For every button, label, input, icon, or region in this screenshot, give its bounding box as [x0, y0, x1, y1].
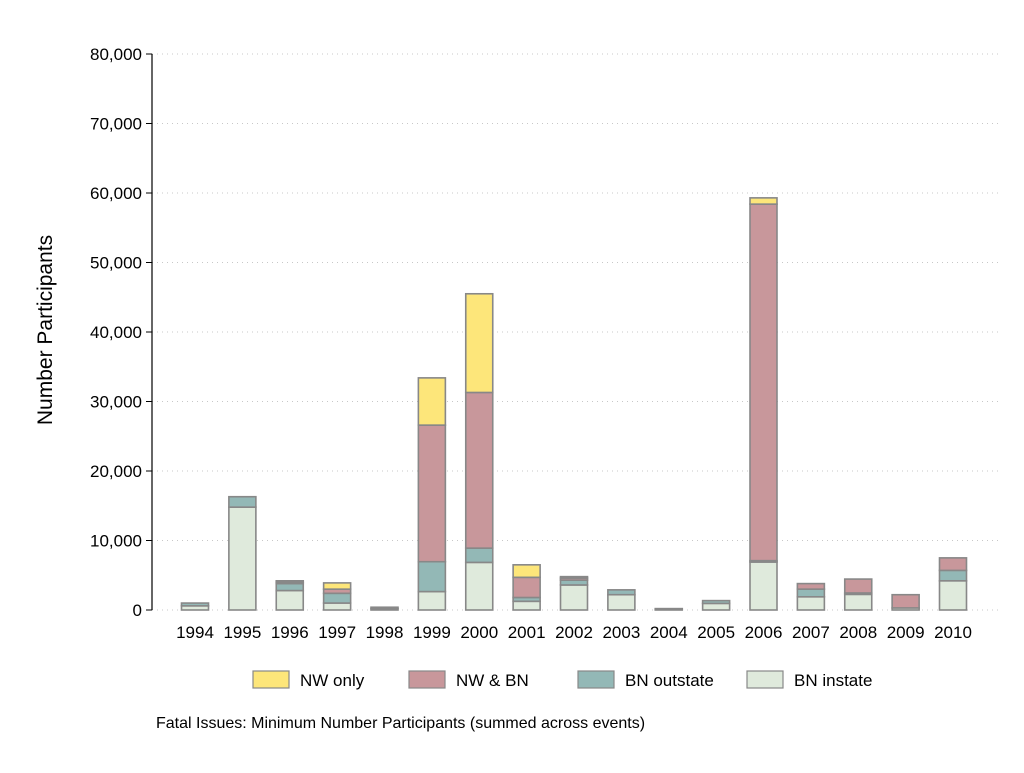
- bar-segment-nw-bn-2001: [512, 576, 541, 599]
- bar-segment-nw-only-1997: [322, 582, 352, 590]
- bar-segment-nw-bn-2000: [464, 391, 494, 549]
- y-tick-label: 70,000: [90, 115, 142, 134]
- bar-segment-nw-bn-2007: [796, 582, 826, 590]
- y-tick-label: 80,000: [90, 45, 142, 64]
- x-tick-label: 1996: [271, 623, 309, 642]
- y-axis-label: Number Participants: [34, 235, 57, 425]
- bar-segment-bn-outstate-2003: [607, 589, 636, 596]
- y-tick-label: 0: [133, 601, 142, 620]
- x-tick-label: 2000: [460, 623, 498, 642]
- bar-segment-bn-instate-1996: [275, 589, 305, 611]
- x-tick-label: 1997: [318, 623, 356, 642]
- y-tick-label: 10,000: [90, 532, 142, 551]
- y-tick-label: 60,000: [90, 184, 142, 203]
- legend-swatch: [577, 670, 615, 689]
- legend-label: BN outstate: [625, 671, 714, 690]
- bar-segment-bn-instate-1999: [417, 590, 447, 611]
- chart-caption: Fatal Issues: Minimum Number Participant…: [156, 715, 645, 732]
- bar-segment-bn-instate-2008: [843, 593, 873, 611]
- bar-segment-bn-instate-2006: [749, 561, 778, 611]
- x-tick-label: 2007: [792, 623, 830, 642]
- x-tick-label: 2001: [508, 623, 546, 642]
- legend: NW only NW & BN BN outstate BN instate: [252, 670, 872, 690]
- bar-segment-bn-outstate-2000: [464, 547, 494, 564]
- bar-segment-bn-outstate-1999: [417, 560, 447, 593]
- bar-segment-nw-bn-2008: [843, 578, 873, 594]
- bar-segment-bn-instate-2000: [464, 561, 494, 611]
- x-tick-label: 2009: [887, 623, 925, 642]
- bar-segment-nw-only-2001: [512, 564, 541, 579]
- bar-segment-bn-instate-2007: [796, 595, 826, 611]
- bar-segment-bn-outstate-1997: [322, 592, 352, 604]
- x-tick-label: 1994: [176, 623, 214, 642]
- bar-segment-nw-bn-2010: [938, 557, 968, 572]
- legend-label: NW only: [300, 671, 365, 690]
- bar-segment-nw-only-1996: [275, 580, 305, 583]
- x-tick-label: 1998: [366, 623, 404, 642]
- x-tick-label: 1995: [223, 623, 261, 642]
- bars: [180, 197, 968, 611]
- bar-segment-bn-outstate-1994: [180, 602, 210, 607]
- bar-segment-nw-only-2006: [749, 197, 778, 205]
- x-tick-label: 2010: [934, 623, 972, 642]
- bar-segment-bn-instate-1997: [322, 602, 352, 611]
- bar-segment-bn-outstate-2005: [701, 599, 731, 605]
- legend-swatch: [746, 670, 784, 689]
- bar-segment-bn-outstate-2007: [796, 588, 826, 598]
- bar-segment-bn-outstate-1998: [370, 606, 399, 610]
- bar-segment-bn-instate-2002: [559, 584, 589, 611]
- y-tick-label: 30,000: [90, 393, 142, 412]
- bar-segment-bn-instate-1995: [228, 506, 257, 611]
- y-ticks: 0 10,000 20,000 30,000 40,000 50,000 60,000 70,…: [90, 45, 152, 620]
- legend-swatch: [252, 670, 290, 689]
- x-tick-label: 1999: [413, 623, 451, 642]
- bar-segment-nw-only-2002: [559, 575, 589, 579]
- x-ticks: 1994 1995 1996 1997 1998 1999 2000 2001 2002 2003…: [176, 623, 972, 642]
- bar-segment-bn-outstate-2004: [654, 607, 684, 611]
- bar-segment-bn-instate-2003: [607, 593, 636, 611]
- bar-segment-nw-bn-2006: [749, 203, 778, 562]
- legend-swatch: [408, 670, 446, 689]
- x-tick-label: 2002: [555, 623, 593, 642]
- bar-segment-nw-bn-2009: [891, 593, 920, 609]
- x-tick-label: 2003: [602, 623, 640, 642]
- x-tick-label: 2006: [745, 623, 783, 642]
- y-tick-label: 20,000: [90, 462, 142, 481]
- x-tick-label: 2008: [839, 623, 877, 642]
- bar-segment-bn-outstate-1996: [275, 582, 305, 592]
- bar-segment-nw-only-2000: [464, 292, 494, 394]
- bar-segment-nw-bn-1999: [417, 424, 447, 563]
- gridlines: [152, 53, 1000, 611]
- bar-segment-bn-outstate-2010: [938, 569, 968, 582]
- bar-segment-bn-instate-2010: [938, 580, 968, 611]
- bar-segment-nw-only-1999: [417, 377, 447, 426]
- legend-label: NW & BN: [456, 671, 529, 690]
- y-tick-label: 50,000: [90, 254, 142, 273]
- x-tick-label: 2004: [650, 623, 688, 642]
- bar-segment-bn-instate-2001: [512, 600, 541, 611]
- y-tick-label: 40,000: [90, 323, 142, 342]
- x-tick-label: 2005: [697, 623, 735, 642]
- legend-label: BN instate: [794, 671, 872, 690]
- bar-segment-bn-instate-2005: [701, 602, 731, 611]
- bar-segment-bn-outstate-1995: [228, 495, 257, 508]
